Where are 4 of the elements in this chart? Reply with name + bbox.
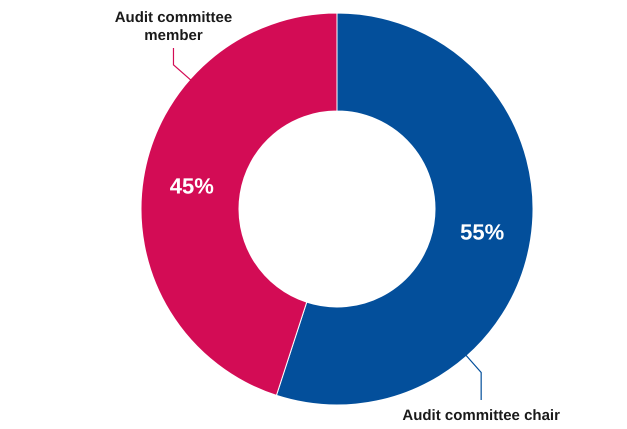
data-label: 45% xyxy=(170,174,214,199)
slice-label: Audit committee chair xyxy=(402,407,560,424)
slice-label: Audit committee member xyxy=(114,9,232,44)
data-label: 55% xyxy=(460,220,504,245)
